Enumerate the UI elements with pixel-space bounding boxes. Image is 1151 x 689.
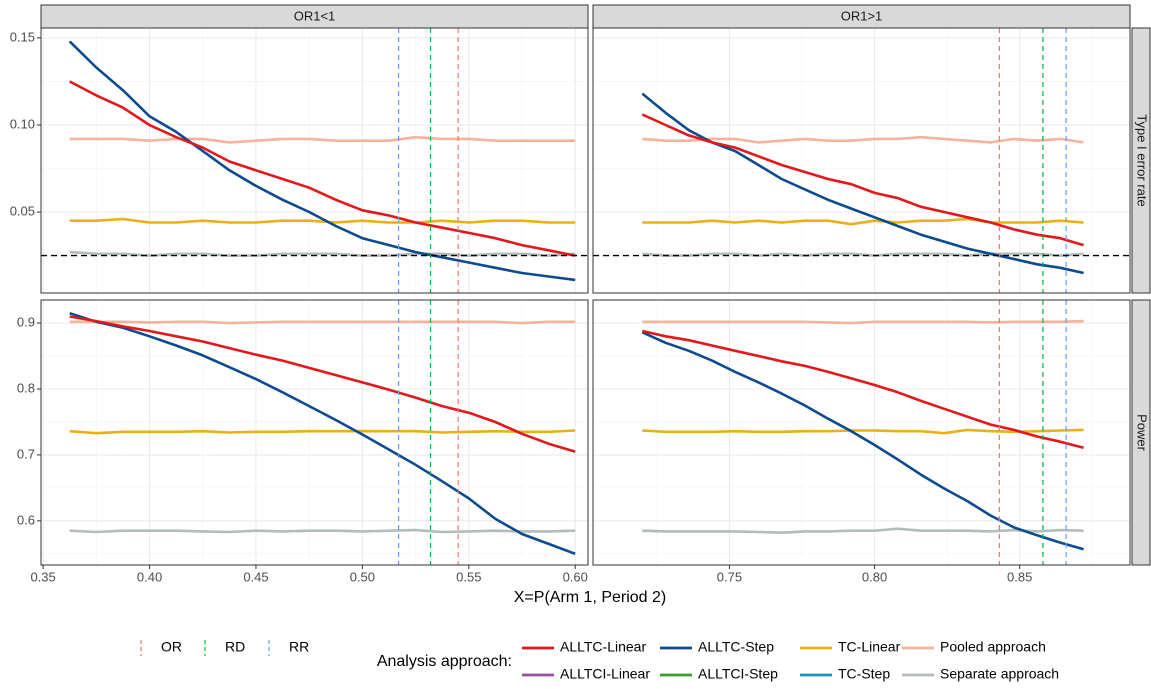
series-line — [69, 320, 576, 325]
panel-border — [40, 299, 589, 566]
legend-label: RR — [289, 639, 309, 655]
legend-label: TC-Linear — [838, 639, 901, 655]
x-tick-label: 0.75 — [717, 569, 742, 584]
legend-label: Pooled approach — [940, 639, 1046, 655]
panel — [41, 300, 588, 565]
legend-label: OR — [161, 639, 182, 655]
panel-border — [40, 27, 589, 294]
strip: OR1<1 — [40, 4, 589, 29]
x-axis-title: X=P(Arm 1, Period 2) — [514, 589, 667, 606]
series-line — [69, 80, 576, 257]
series-line — [642, 428, 1084, 435]
x-tick-label: 0.55 — [456, 569, 481, 584]
series-line — [641, 113, 1084, 247]
y-tick-label: 0.6 — [17, 512, 35, 527]
x-tick-label: 0.35 — [30, 569, 55, 584]
strip-label: OR1>1 — [841, 8, 883, 23]
strip-box — [1131, 27, 1151, 294]
series-line — [642, 319, 1084, 325]
panel — [41, 28, 588, 293]
y-tick-label: 0.7 — [17, 446, 35, 461]
strip-label: Power — [1135, 414, 1150, 452]
y-tick-label: 0.15 — [10, 29, 35, 44]
series-line — [642, 252, 1084, 257]
legend-label: RD — [225, 639, 245, 655]
series-line — [68, 40, 576, 282]
x-tick-label: 0.85 — [1007, 569, 1032, 584]
strip-label: Type I error rate — [1135, 114, 1150, 206]
y-tick-label: 0.10 — [10, 116, 35, 131]
x-tick-label: 0.40 — [137, 569, 162, 584]
series-line — [642, 217, 1084, 226]
series-line — [641, 331, 1084, 551]
y-tick-label: 0.9 — [17, 315, 35, 330]
legend-label: ALLTC-Step — [698, 639, 774, 655]
y-tick-label: 0.05 — [10, 203, 35, 218]
series-line — [642, 527, 1084, 534]
panel-bg — [41, 28, 588, 293]
x-tick-label: 0.45 — [243, 569, 268, 584]
strip: Type I error rate — [1131, 27, 1151, 294]
strip-box — [1131, 299, 1151, 566]
series-line — [69, 135, 576, 144]
series-line — [69, 528, 576, 534]
legend-title: Analysis approach: — [377, 653, 512, 670]
panel — [593, 28, 1130, 293]
x-tick-label: 0.60 — [563, 569, 588, 584]
series-line — [69, 217, 576, 224]
legend-label: ALLTCI-Step — [698, 666, 778, 682]
series-line — [69, 311, 576, 556]
strip: OR1>1 — [592, 4, 1131, 29]
series-line — [69, 315, 576, 453]
series-line — [69, 429, 576, 435]
panel-bg — [593, 28, 1130, 293]
series-line — [642, 135, 1084, 144]
legend-label: Separate approach — [940, 666, 1059, 682]
panel — [593, 300, 1130, 565]
series-line — [642, 329, 1084, 449]
strip: Power — [1131, 299, 1151, 566]
legend: OR RD RR ALLTC-Linear ALLTC-Step TC-Linear Poo… — [140, 639, 1059, 682]
panel-border — [592, 299, 1131, 566]
legend-label: ALLTC-Linear — [560, 639, 646, 655]
legend-label: TC-Step — [838, 666, 890, 682]
panel-border — [592, 27, 1131, 294]
x-tick-label: 0.50 — [350, 569, 375, 584]
y-tick-label: 0.8 — [17, 380, 35, 395]
x-tick-label: 0.80 — [862, 569, 887, 584]
legend-label: ALLTCI-Linear — [560, 666, 650, 682]
strip-label: OR1<1 — [294, 8, 336, 23]
